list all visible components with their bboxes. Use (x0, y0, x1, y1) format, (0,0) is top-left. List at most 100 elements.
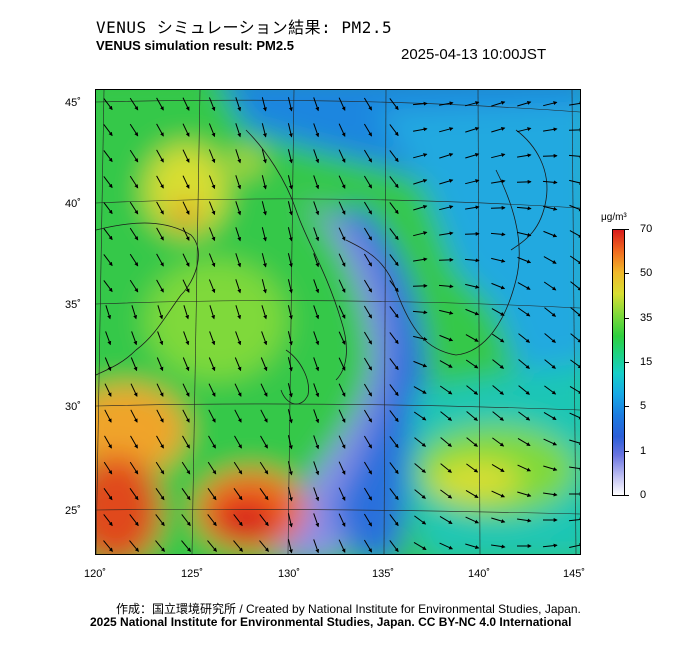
wind-arrow (569, 255, 580, 265)
wind-arrow (517, 231, 532, 237)
wind-arrow (287, 149, 293, 164)
wind-arrow (491, 517, 506, 523)
wind-arrow (207, 461, 217, 475)
wind-arrow (182, 253, 190, 267)
wind-arrow (235, 305, 242, 320)
colorbar-label-1: 1 (640, 445, 647, 457)
wind-arrow (103, 176, 113, 189)
wind-arrow (260, 435, 268, 449)
wind-arrow (182, 357, 190, 372)
wind-arrow (544, 307, 557, 317)
wind-arrow (491, 308, 505, 316)
wind-arrow (517, 256, 532, 264)
wind-arrow (363, 461, 373, 475)
wind-arrow (181, 488, 191, 501)
wind-arrow (414, 515, 427, 525)
wind-arrow (517, 153, 532, 158)
wind-arrow (544, 385, 557, 395)
wind-arrow (569, 230, 580, 238)
wind-arrow (103, 228, 113, 241)
wind-arrow (363, 279, 373, 293)
wind-arrow (182, 201, 190, 215)
wind-arrow (338, 331, 346, 345)
wind-arrow (517, 518, 532, 523)
wind-arrow (156, 383, 164, 397)
wind-arrow (129, 227, 139, 241)
wind-arrow (261, 149, 267, 164)
wind-arrow (465, 334, 479, 342)
wind-arrow (439, 152, 454, 159)
wind-arrow (313, 253, 320, 268)
wind-arrow (287, 383, 293, 398)
colorbar-label-70: 70 (640, 223, 653, 235)
wind-arrow (104, 357, 112, 372)
wind-arrow (363, 513, 373, 527)
wind-arrow (338, 97, 346, 111)
wind-arrow (569, 412, 580, 420)
title-english: VENUS simulation result: PM2.5 (96, 38, 294, 53)
wind-arrow (259, 540, 269, 552)
longitude-label-140: 140˚ (468, 568, 491, 580)
wind-arrow (338, 513, 346, 527)
wind-arrow (105, 305, 112, 320)
wind-arrow (313, 539, 320, 554)
wind-arrow (439, 127, 454, 133)
wind-arrow (568, 517, 580, 522)
wind-arrow (313, 357, 320, 372)
wind-arrow (287, 409, 293, 424)
wind-arrow (103, 202, 113, 215)
wind-arrow (313, 175, 320, 190)
wind-arrow (413, 127, 428, 132)
wind-arrow (338, 227, 346, 241)
wind-arrow (413, 411, 427, 421)
wind-arrow (338, 409, 346, 423)
wind-arrow (389, 358, 399, 371)
license-text: 2025 National Institute for Environmenta… (90, 615, 572, 629)
wind-arrow (439, 360, 453, 368)
wind-arrow (491, 100, 506, 107)
wind-arrow (440, 463, 452, 473)
wind-arrow (129, 253, 139, 267)
wind-arrow (389, 436, 399, 449)
wind-arrow (491, 490, 506, 498)
wind-arrow (413, 231, 428, 237)
wind-arrow (543, 205, 558, 211)
wind-arrow (156, 201, 164, 215)
wind-arrow (183, 331, 190, 346)
wind-arrow (287, 175, 293, 190)
wind-arrow (414, 437, 427, 447)
wind-arrow (389, 124, 399, 137)
wind-arrow (465, 153, 480, 159)
wind-arrow (543, 411, 557, 421)
wind-arrow (208, 123, 216, 138)
wind-arrow (287, 123, 293, 138)
wind-arrow (517, 127, 532, 133)
wind-arrow (130, 409, 138, 423)
wind-arrow (363, 253, 373, 267)
wind-arrow (570, 359, 580, 369)
wind-arrow (492, 437, 505, 447)
wind-arrow (338, 149, 346, 163)
wind-arrow (517, 101, 532, 107)
wind-arrow (261, 123, 267, 138)
wind-arrow (157, 331, 164, 346)
wind-arrow (338, 461, 346, 475)
wind-arrow (182, 227, 190, 241)
wind-arrow (287, 539, 293, 554)
wind-arrow (439, 101, 454, 106)
wind-arrow (413, 178, 428, 185)
wind-arrow (518, 411, 531, 421)
wind-arrow (208, 357, 216, 372)
wind-arrow (130, 383, 138, 397)
latitude-label-40: 40˚ (65, 198, 81, 210)
wind-arrow (439, 334, 454, 342)
wind-arrow (260, 409, 268, 423)
wind-arrow (544, 359, 556, 369)
wind-arrow (182, 149, 190, 163)
longitude-label-130: 130˚ (278, 568, 301, 580)
wind-arrow (313, 97, 320, 112)
wind-arrow (313, 435, 320, 450)
wind-arrow (491, 282, 506, 290)
wind-arrow (235, 123, 242, 138)
wind-arrow (313, 149, 320, 164)
